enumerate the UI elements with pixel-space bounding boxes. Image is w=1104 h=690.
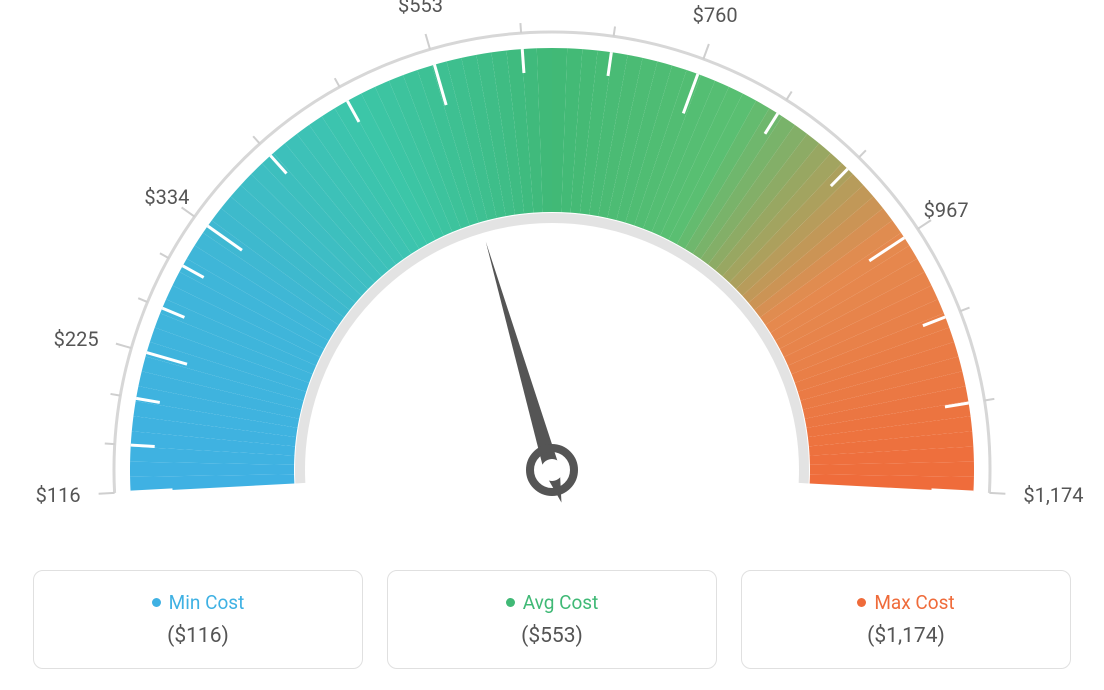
gauge-tick-label: $225 [54, 327, 99, 351]
gauge-tick-label: $967 [924, 198, 969, 222]
legend-label-min: Min Cost [169, 591, 245, 614]
gauge-container: $116 $225 $334 $553 $760 $967 $1,174 [0, 0, 1104, 560]
gauge-tick-label: $1,174 [1023, 483, 1083, 507]
legend-card-max: Max Cost ($1,174) [741, 570, 1071, 669]
gauge-tick-label: $553 [398, 0, 443, 17]
legend-title-avg: Avg Cost [506, 591, 599, 614]
gauge-chart [0, 0, 1104, 560]
legend-card-min: Min Cost ($116) [33, 570, 363, 669]
legend-value-max: ($1,174) [742, 624, 1070, 648]
legend-dot-avg [506, 598, 515, 607]
legend-card-avg: Avg Cost ($553) [387, 570, 717, 669]
legend-dot-min [152, 598, 161, 607]
gauge-tick-label: $116 [36, 483, 81, 507]
legend-label-max: Max Cost [874, 591, 954, 614]
legend-title-max: Max Cost [857, 591, 954, 614]
legend-value-min: ($116) [34, 624, 362, 648]
legend-row: Min Cost ($116) Avg Cost ($553) Max Cost… [0, 570, 1104, 669]
gauge-tick-label: $334 [144, 185, 189, 209]
gauge-tick-label: $760 [693, 3, 738, 27]
legend-title-min: Min Cost [152, 591, 245, 614]
legend-label-avg: Avg Cost [523, 591, 599, 614]
legend-value-avg: ($553) [388, 624, 716, 648]
legend-dot-max [857, 598, 866, 607]
